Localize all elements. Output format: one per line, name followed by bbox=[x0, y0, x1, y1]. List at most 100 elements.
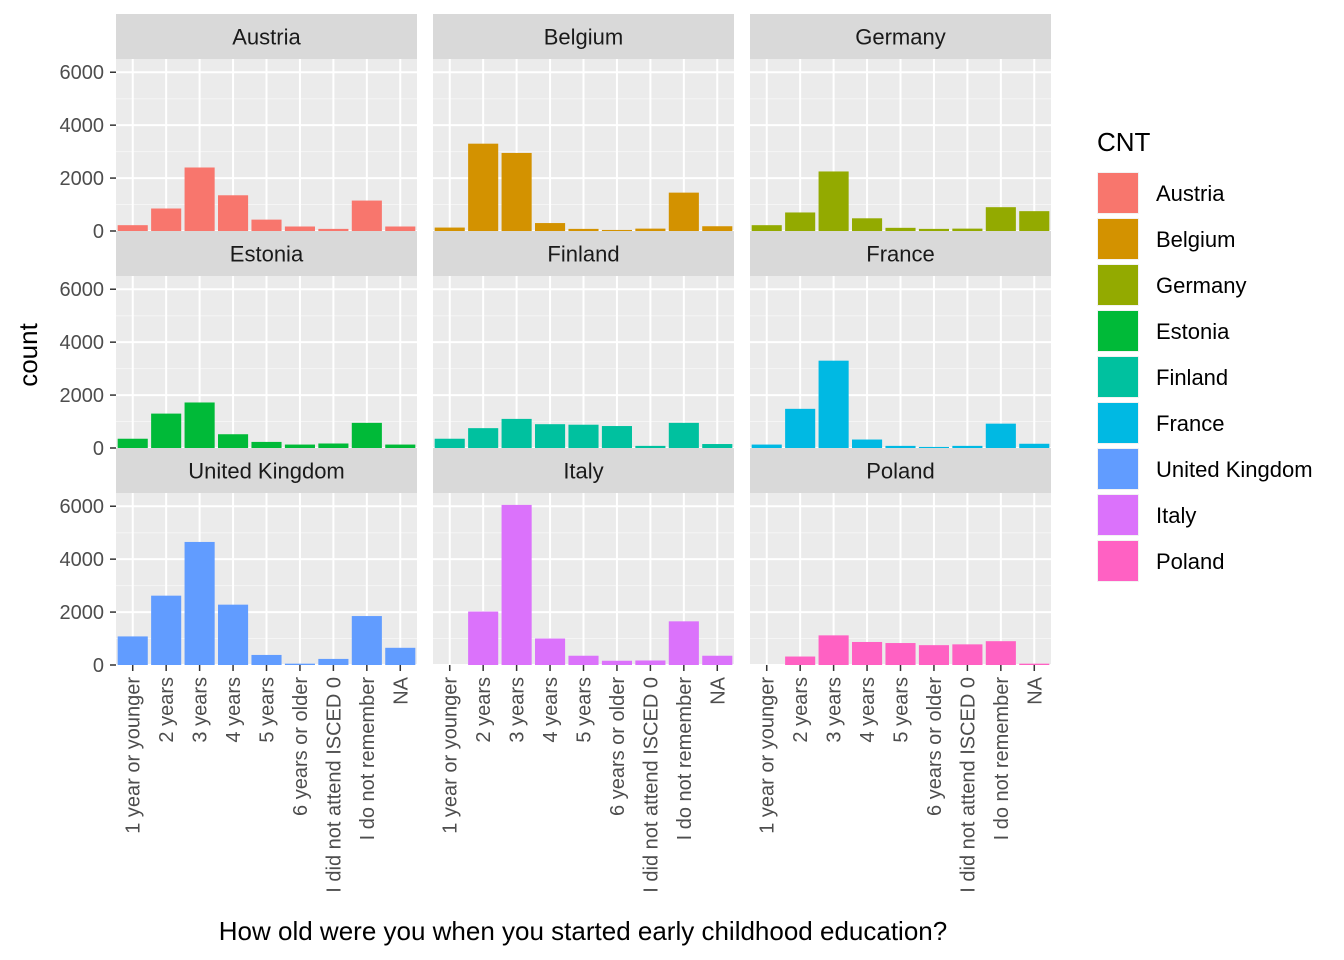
strip-italy bbox=[433, 448, 734, 493]
bar-italy-6-years-or-older bbox=[601, 660, 632, 665]
x-tick-label: I did not attend ISCED 0 bbox=[323, 677, 345, 893]
panel-estonia: Estonia bbox=[116, 231, 417, 449]
strip-poland bbox=[750, 448, 1051, 493]
y-tick-label: 6000 bbox=[60, 279, 105, 301]
x-tick-label: I do not remember bbox=[674, 677, 696, 841]
strip-label-united-kingdom: United Kingdom bbox=[188, 459, 345, 484]
x-tick-label: 5 years bbox=[574, 677, 596, 743]
bar-estonia-2-years bbox=[151, 413, 182, 448]
x-tick-label: NA bbox=[390, 676, 412, 704]
legend-label-estonia: Estonia bbox=[1156, 319, 1230, 344]
panel-finland: Finland bbox=[433, 231, 734, 449]
x-tick-label: 3 years bbox=[824, 677, 846, 743]
panel-germany: Germany bbox=[750, 14, 1051, 232]
legend-key-germany bbox=[1098, 265, 1138, 305]
bar-austria-i-do-not-remember bbox=[351, 200, 382, 231]
bar-germany-1-year-or-younger bbox=[751, 225, 782, 231]
bar-united-kingdom-1-year-or-younger bbox=[117, 636, 148, 665]
bar-finland-i-do-not-remember bbox=[668, 422, 699, 448]
bar-germany-6-years-or-older bbox=[918, 228, 949, 231]
bar-france-na bbox=[1019, 443, 1050, 448]
x-axis-ticks: 1 year or younger 2 years 3 years 4 years 5 … bbox=[123, 665, 1046, 893]
bar-poland-i-did-not-attend-isced-0 bbox=[952, 644, 983, 665]
bar-italy-5-years bbox=[568, 655, 599, 665]
bar-austria-6-years-or-older bbox=[284, 226, 315, 231]
x-tick-label: NA bbox=[1024, 676, 1046, 704]
y-tick-label: 2000 bbox=[60, 168, 105, 190]
legend-label-austria: Austria bbox=[1156, 181, 1225, 206]
legend-key-estonia bbox=[1098, 311, 1138, 351]
bar-united-kingdom-i-did-not-attend-isced-0 bbox=[318, 658, 349, 665]
x-tick-label: 3 years bbox=[507, 677, 529, 743]
strip-united-kingdom bbox=[116, 448, 417, 493]
panel-italy: Italy bbox=[433, 448, 734, 666]
strip-label-austria: Austria bbox=[232, 25, 301, 50]
panel-france: France bbox=[750, 231, 1051, 449]
legend-label-germany: Germany bbox=[1156, 273, 1246, 298]
bar-poland-2-years bbox=[785, 656, 816, 665]
panel-austria: Austria bbox=[116, 14, 417, 232]
facet-panels: Austria Belgium Germany Estonia Finland Franc… bbox=[116, 14, 1051, 666]
legend-key-united-kingdom bbox=[1098, 449, 1138, 489]
bar-belgium-na bbox=[702, 226, 733, 231]
x-tick-label: NA bbox=[707, 676, 729, 704]
bar-poland-5-years bbox=[885, 643, 916, 665]
panel-united-kingdom: United Kingdom bbox=[116, 448, 417, 666]
x-tick-label: 4 years bbox=[857, 677, 879, 743]
bar-belgium-i-do-not-remember bbox=[668, 192, 699, 231]
legend-label-italy: Italy bbox=[1156, 503, 1196, 528]
bar-poland-3-years bbox=[818, 635, 849, 665]
bar-finland-3-years bbox=[501, 418, 532, 448]
bar-belgium-6-years-or-older bbox=[601, 229, 632, 231]
bar-finland-5-years bbox=[568, 424, 599, 448]
legend-title: CNT bbox=[1097, 127, 1151, 157]
y-tick-label: 6000 bbox=[60, 496, 105, 518]
bar-germany-3-years bbox=[818, 171, 849, 231]
bar-estonia-5-years bbox=[251, 441, 282, 448]
bar-france-4-years bbox=[852, 439, 883, 448]
bar-france-5-years bbox=[885, 445, 916, 448]
bar-austria-3-years bbox=[184, 167, 215, 231]
x-tick-label: 1 year or younger bbox=[440, 677, 462, 834]
bar-finland-6-years-or-older bbox=[601, 426, 632, 448]
bar-italy-na bbox=[702, 655, 733, 665]
bar-belgium-5-years bbox=[568, 228, 599, 231]
bar-austria-5-years bbox=[251, 219, 282, 231]
bar-germany-i-do-not-remember bbox=[985, 207, 1016, 231]
x-tick-label: 5 years bbox=[891, 677, 913, 743]
legend-key-finland bbox=[1098, 357, 1138, 397]
strip-belgium bbox=[433, 14, 734, 59]
x-axis-title: How old were you when you started early … bbox=[219, 916, 947, 946]
bar-united-kingdom-3-years bbox=[184, 541, 215, 665]
bar-estonia-6-years-or-older bbox=[284, 444, 315, 448]
bar-austria-1-year-or-younger bbox=[117, 225, 148, 231]
strip-label-finland: Finland bbox=[547, 242, 619, 267]
bar-estonia-4-years bbox=[218, 434, 249, 448]
x-tick-label: 4 years bbox=[223, 677, 245, 743]
bar-estonia-na bbox=[385, 444, 416, 448]
y-tick-label: 6000 bbox=[60, 62, 105, 84]
bar-finland-na bbox=[702, 444, 733, 448]
y-tick-label: 4000 bbox=[60, 115, 105, 137]
bar-france-i-did-not-attend-isced-0 bbox=[952, 445, 983, 448]
bar-estonia-1-year-or-younger bbox=[117, 438, 148, 448]
bar-poland-6-years-or-older bbox=[918, 645, 949, 665]
bar-estonia-i-did-not-attend-isced-0 bbox=[318, 443, 349, 448]
bar-germany-na bbox=[1019, 211, 1050, 231]
bar-germany-i-did-not-attend-isced-0 bbox=[952, 228, 983, 231]
bar-italy-i-did-not-attend-isced-0 bbox=[635, 660, 666, 665]
bar-france-i-do-not-remember bbox=[985, 423, 1016, 448]
bar-germany-4-years bbox=[852, 218, 883, 231]
bar-belgium-2-years bbox=[468, 143, 499, 231]
y-tick-label: 4000 bbox=[60, 549, 105, 571]
y-axis-ticks: 0 2000 4000 6000 0 2000 4000 6000 0 2000 4000 6000 bbox=[60, 62, 116, 677]
bar-poland-4-years bbox=[852, 641, 883, 665]
bar-france-3-years bbox=[818, 360, 849, 448]
bar-france-2-years bbox=[785, 408, 816, 448]
legend-key-austria bbox=[1098, 173, 1138, 213]
strip-label-belgium: Belgium bbox=[544, 25, 623, 50]
y-tick-label: 0 bbox=[93, 221, 104, 243]
legend: CNT Austria Belgium Germany Estonia Finland F… bbox=[1097, 127, 1313, 582]
bar-belgium-1-year-or-younger bbox=[434, 227, 465, 231]
